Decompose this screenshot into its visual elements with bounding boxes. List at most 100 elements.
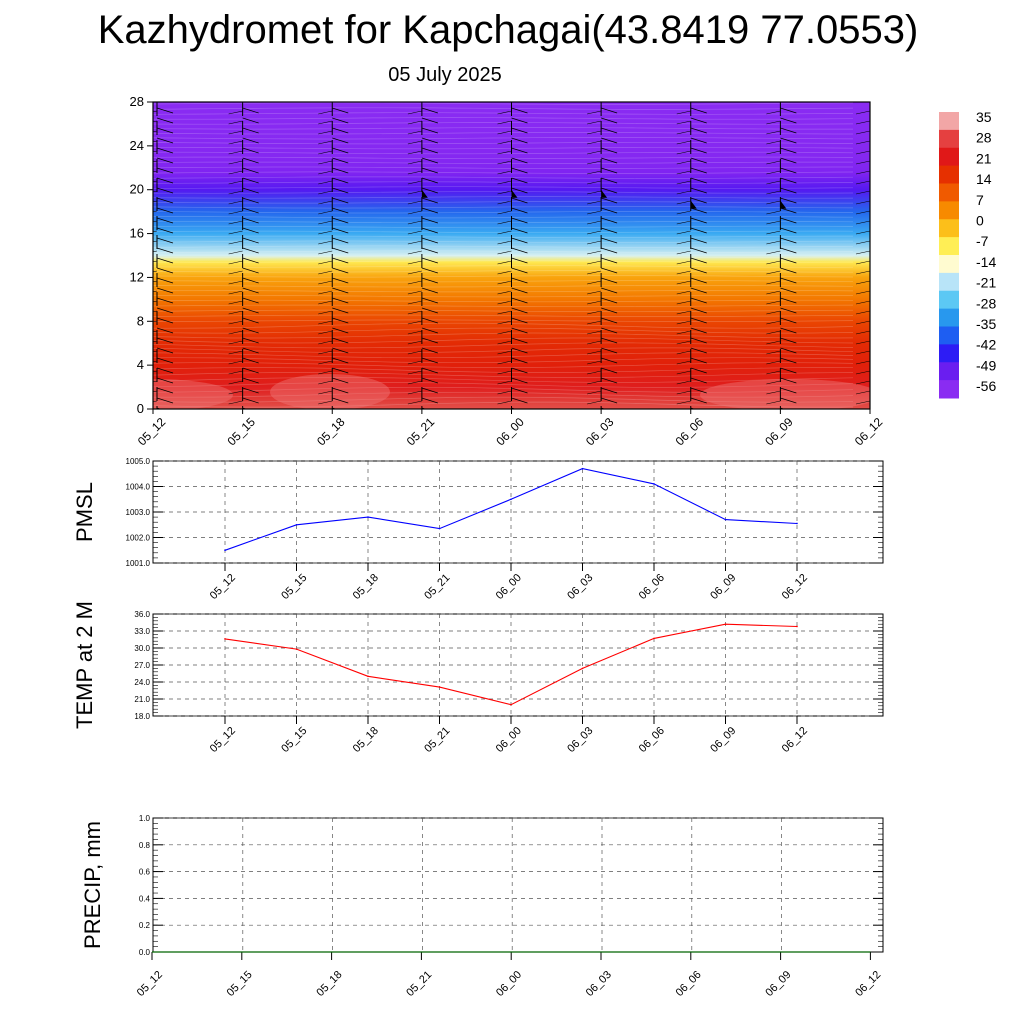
wind-barb: [242, 137, 259, 144]
wind-barb: [497, 140, 512, 145]
wind-barb: [676, 180, 691, 185]
wind-barb: [242, 367, 259, 374]
x-tick-label: 06_06: [673, 415, 707, 449]
wind-barb: [242, 227, 259, 234]
wind-barb: [601, 337, 618, 344]
x-tick-label: 06_00: [494, 969, 524, 999]
wind-barb: [690, 137, 707, 144]
wind-barb: [766, 120, 781, 125]
wind-barb: [766, 140, 781, 145]
wind-barb: [869, 118, 870, 119]
contour-line: [153, 171, 854, 174]
wind-barb: [421, 177, 438, 184]
wind-barb: [156, 357, 174, 364]
wind-barb: [869, 228, 870, 229]
wind-barb: [855, 180, 870, 185]
wind-barb: [407, 300, 422, 305]
wind-barb: [156, 207, 174, 214]
wind-barb: [855, 130, 870, 135]
x-tick-label: 06_09: [708, 725, 738, 755]
wind-barb: [497, 130, 512, 135]
wind-barb: [690, 377, 707, 384]
wind-barb: [332, 247, 349, 254]
wind-barb: [156, 387, 174, 394]
wind-barb: [318, 220, 333, 225]
wind-barb: [407, 350, 422, 355]
wind-barb: [242, 167, 259, 174]
wind-barb: [318, 210, 333, 215]
x-tick-label: 06_03: [565, 572, 595, 602]
y-tick-label: 1002.0: [126, 534, 151, 543]
wind-barb: [869, 298, 870, 299]
wind-barb: [690, 207, 707, 214]
contour-line: [153, 294, 854, 298]
x-tick-label: 06_00: [494, 572, 524, 602]
wind-barb: [228, 370, 243, 375]
contour-line: [153, 166, 853, 169]
wind-barb: [332, 337, 349, 344]
x-tick-label: 06_09: [708, 572, 738, 602]
y-axis-label: TEMP at 2 M: [72, 601, 97, 729]
wind-barb: [869, 128, 870, 129]
wind-barb: [855, 380, 870, 385]
wind-barb: [587, 190, 602, 195]
wind-barb: [407, 150, 422, 155]
wind-barb: [780, 207, 797, 214]
wind-barb: [228, 230, 243, 235]
wind-barb: [587, 120, 602, 125]
wind-barb: [869, 158, 870, 159]
wind-barb: [766, 250, 781, 255]
x-tick-label: 05_21: [404, 969, 434, 999]
wind-barb: [855, 340, 870, 345]
wind-barb: [587, 260, 602, 265]
wind-barb: [407, 220, 422, 225]
wind-barb: [780, 307, 797, 314]
data-point: [224, 549, 226, 552]
wind-barb: [153, 370, 158, 373]
wind-barb: [511, 307, 528, 314]
wind-barb: [153, 260, 158, 263]
x-tick-label: 06_12: [780, 572, 810, 602]
wind-barb: [421, 337, 438, 344]
pmsl-panel: 1001.0 1002.0 1003.0 1004.0 1005.0 05_12 05_15…: [72, 457, 884, 602]
wind-barb: [676, 290, 691, 295]
wind-barb: [766, 310, 781, 315]
y-tick-label: 18.0: [134, 712, 150, 721]
warm-surface-area: [700, 379, 870, 409]
y-tick-label: 21.0: [134, 695, 150, 704]
wind-barb: [601, 177, 618, 184]
wind-barb: [855, 320, 870, 325]
contour-line: [153, 314, 854, 317]
wind-barb: [690, 107, 707, 114]
data-point: [438, 527, 441, 530]
wind-barb: [690, 317, 707, 324]
wind-barb: [766, 160, 781, 165]
wind-barb: [511, 107, 528, 114]
wind-barb: [497, 180, 512, 185]
wind-barb: [318, 310, 333, 315]
wind-barb: [766, 280, 781, 285]
contour-line: [153, 265, 854, 268]
wind-barb: [318, 160, 333, 165]
wind-barb: [766, 370, 781, 375]
wind-barb: [332, 197, 349, 204]
wind-barb: [601, 167, 618, 174]
wind-barb: [511, 207, 528, 214]
wind-barb: [318, 340, 333, 345]
wind-barb: [676, 320, 691, 325]
x-tick-label: 06_03: [584, 969, 614, 999]
wind-barb: [156, 227, 174, 234]
wind-pennant: [690, 200, 697, 209]
wind-barb: [156, 367, 174, 374]
wind-barb: [242, 217, 259, 224]
wind-barb: [156, 257, 174, 264]
data-point: [581, 467, 584, 470]
wind-barb: [242, 157, 259, 164]
wind-barb: [407, 170, 422, 175]
wind-barb: [587, 330, 602, 335]
data-point: [367, 675, 369, 678]
wind-barb: [766, 130, 781, 135]
contour-line: [153, 304, 854, 308]
wind-barb: [855, 290, 870, 295]
colorbar-swatch: [939, 380, 959, 399]
